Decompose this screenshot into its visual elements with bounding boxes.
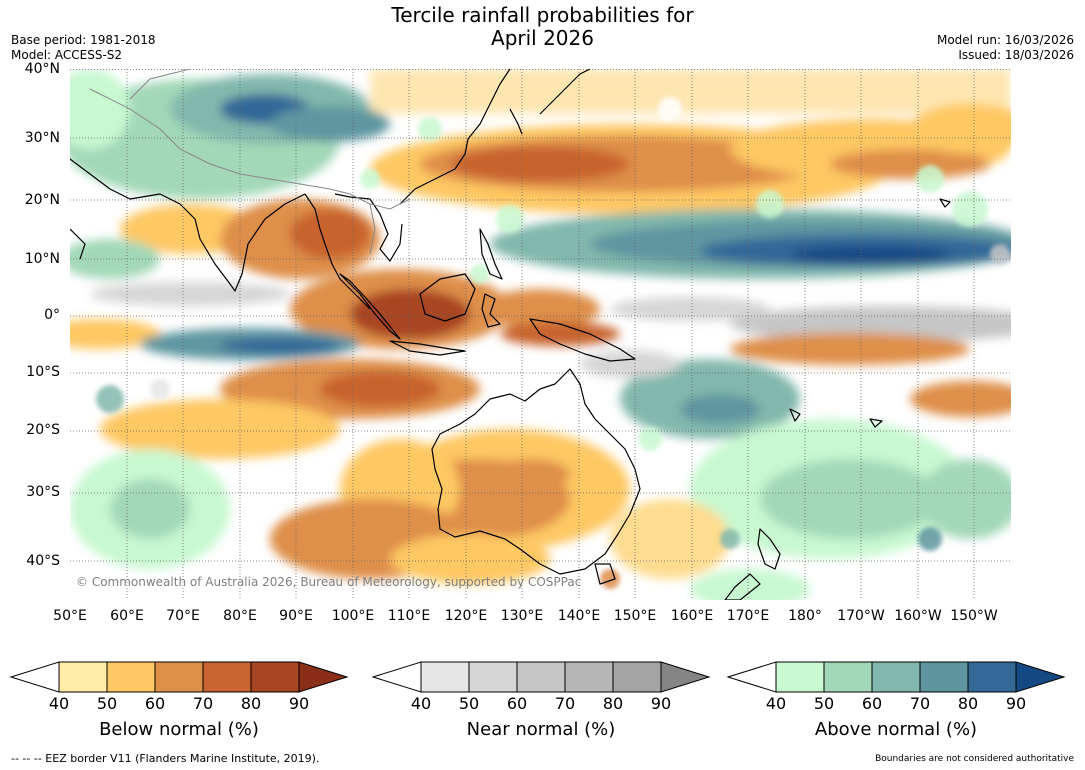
- colorbar-tick: 90: [650, 694, 672, 713]
- lat-label: 20°N: [24, 192, 60, 208]
- colorbar-title-above: Above normal (%): [814, 719, 978, 740]
- colorbar-high-end: [1015, 661, 1066, 693]
- colorbar-tick: 40: [765, 694, 787, 713]
- lon-label: 120°E: [444, 608, 488, 624]
- lat-label: 30°S: [26, 484, 60, 500]
- lon-label: 180°: [788, 608, 822, 624]
- lat-label: 10°S: [26, 364, 60, 380]
- colorbar-low-end: [9, 661, 60, 693]
- colorbar-swatch: [516, 661, 566, 693]
- probability-noise: [96, 97, 1010, 600]
- probability-shading: [70, 69, 1011, 600]
- gridlines: [70, 69, 1011, 600]
- colorbar-tick: 50: [813, 694, 835, 713]
- lon-label: 110°E: [387, 608, 431, 624]
- colorbar-tick: 90: [1005, 694, 1027, 713]
- lon-label: 90°E: [279, 608, 313, 624]
- colorbar-tick: 70: [192, 694, 214, 713]
- colorbar-tick: 60: [861, 694, 883, 713]
- colorbar-swatch: [967, 661, 1017, 693]
- colorbar-swatch: [823, 661, 873, 693]
- model-run: Model run: 16/03/2026: [936, 33, 1074, 47]
- colorbar-tick: 60: [144, 694, 166, 713]
- lat-label: 30°N: [24, 130, 60, 146]
- colorbar-tick: 80: [602, 694, 624, 713]
- colorbar-low-end: [726, 661, 777, 693]
- issued-date: Issued: 18/03/2026: [958, 48, 1074, 62]
- colorbar-swatch: [564, 661, 614, 693]
- colorbar-title-near: Near normal (%): [466, 719, 616, 740]
- colorbar-tick: 80: [240, 694, 262, 713]
- colorbar-tick: 40: [48, 694, 70, 713]
- model-name: Model: ACCESS-S2: [11, 48, 123, 62]
- colorbar-high-end: [660, 661, 711, 693]
- colorbar-swatch: [58, 661, 108, 693]
- colorbar-tick: 70: [554, 694, 576, 713]
- title-line-2: April 2026: [491, 26, 594, 50]
- base-period: Base period: 1981-2018: [11, 33, 156, 47]
- colorbar-tick: 80: [957, 694, 979, 713]
- lon-label: 170°E: [726, 608, 770, 624]
- lon-label: 170°W: [837, 608, 885, 624]
- lon-label: 50°E: [53, 608, 87, 624]
- boundaries-note: Boundaries are not considered authoritat…: [875, 754, 1074, 764]
- run-info: Model run: 16/03/2026 Issued: 18/03/2026: [937, 33, 1074, 63]
- lon-label: 160°W: [894, 608, 942, 624]
- model-info: Base period: 1981-2018 Model: ACCESS-S2: [11, 33, 156, 63]
- colorbar-swatch: [612, 661, 662, 693]
- lon-label: 80°E: [223, 608, 257, 624]
- eez-note: -- -- -- EEZ border V11 (Flanders Marine…: [11, 752, 320, 765]
- colorbar-tick: 90: [288, 694, 310, 713]
- colorbar-tick: 50: [458, 694, 480, 713]
- colorbar-legends: [9, 661, 1066, 693]
- lon-label: 150°E: [613, 608, 657, 624]
- colorbar-tick: 50: [96, 694, 118, 713]
- colorbar-swatch: [202, 661, 252, 693]
- copyright-notice: © Commonwealth of Australia 2026, Bureau…: [76, 575, 582, 589]
- colorbar-swatch: [919, 661, 969, 693]
- lon-label: 160°E: [670, 608, 714, 624]
- colorbar-swatch: [106, 661, 156, 693]
- colorbar-tick: 70: [909, 694, 931, 713]
- colorbar-swatch: [775, 661, 825, 693]
- colorbar-near-normal: [371, 661, 711, 693]
- lon-label: 150°W: [950, 608, 998, 624]
- lon-label: 140°E: [557, 608, 601, 624]
- map-title: Tercile rainfall probabilities for April…: [0, 4, 1085, 50]
- lat-label: 40°S: [26, 553, 60, 569]
- colorbar-swatch: [250, 661, 300, 693]
- lat-label: 10°N: [24, 251, 60, 267]
- colorbar-high-end: [298, 661, 349, 693]
- colorbar-swatch: [871, 661, 921, 693]
- colorbar-below-normal: [9, 661, 349, 693]
- colorbar-above-normal: [726, 661, 1066, 693]
- lon-label: 70°E: [166, 608, 200, 624]
- lon-label: 100°E: [331, 608, 375, 624]
- rainfall-probability-map: [70, 69, 1011, 600]
- lat-label: 20°S: [26, 422, 60, 438]
- colorbar-title-below: Below normal (%): [99, 719, 259, 740]
- colorbar-swatch: [420, 661, 470, 693]
- lon-label: 60°E: [110, 608, 144, 624]
- coastlines: [70, 69, 951, 600]
- lat-label: 0°: [44, 307, 60, 323]
- colorbar-tick: 40: [410, 694, 432, 713]
- lat-label: 40°N: [24, 61, 60, 77]
- lon-label: 130°E: [500, 608, 544, 624]
- title-line-1: Tercile rainfall probabilities for: [391, 3, 694, 27]
- colorbar-tick: 60: [506, 694, 528, 713]
- colorbar-swatch: [468, 661, 518, 693]
- country-borders: [89, 69, 411, 255]
- colorbar-swatch: [154, 661, 204, 693]
- colorbar-low-end: [371, 661, 422, 693]
